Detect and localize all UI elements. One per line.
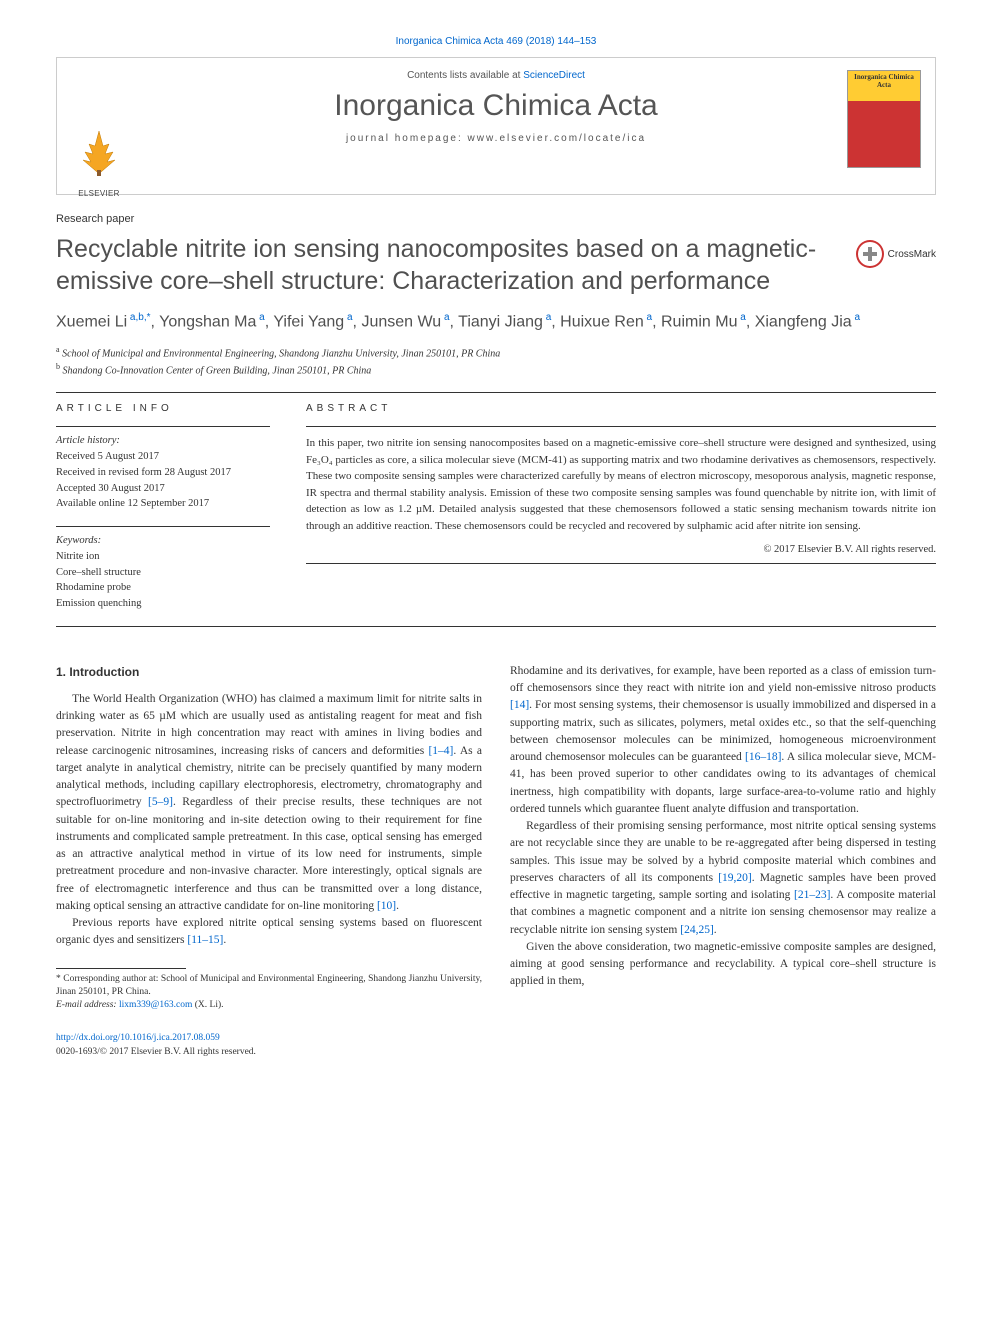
history-label: Article history: xyxy=(56,433,270,449)
article-history: Article history: Received 5 August 2017R… xyxy=(56,426,270,512)
contents-available-line: Contents lists available at ScienceDirec… xyxy=(75,70,917,81)
intro-p3: Rhodamine and its derivatives, for examp… xyxy=(510,663,936,818)
elsevier-label: ELSEVIER xyxy=(71,189,127,198)
journal-cover-title: Inorganica Chimica Acta xyxy=(848,71,920,101)
journal-cover-thumb: Inorganica Chimica Acta xyxy=(847,70,921,168)
elsevier-tree-icon xyxy=(71,120,127,182)
intro-p2: Previous reports have explored nitrite o… xyxy=(56,915,482,950)
keywords-label: Keywords: xyxy=(56,533,270,549)
sciencedirect-link[interactable]: ScienceDirect xyxy=(523,70,585,81)
email-label: E-mail address: xyxy=(56,1000,117,1010)
body-col-right: Rhodamine and its derivatives, for examp… xyxy=(510,663,936,1059)
abstract-text: In this paper, two nitrite ion sensing n… xyxy=(306,435,936,534)
article-info-column: ARTICLE INFO Article history: Received 5… xyxy=(56,403,270,612)
history-line: Available online 12 September 2017 xyxy=(56,496,270,512)
abstract-copyright: © 2017 Elsevier B.V. All rights reserved… xyxy=(306,544,936,555)
keyword: Rhodamine probe xyxy=(56,580,270,596)
issn-copyright: 0020-1693/© 2017 Elsevier B.V. All right… xyxy=(56,1047,256,1057)
page-root: Inorganica Chimica Acta 469 (2018) 144–1… xyxy=(0,0,992,1099)
article-title: Recyclable nitrite ion sensing nanocompo… xyxy=(56,233,842,297)
footnotes: * Corresponding author at: School of Mun… xyxy=(56,973,482,1013)
article-info-label: ARTICLE INFO xyxy=(56,403,270,414)
crossmark-badge[interactable]: CrossMark xyxy=(856,237,936,271)
authors-line: Xuemei Li a,b,*, Yongshan Ma a, Yifei Ya… xyxy=(56,311,936,334)
email-author-name: (X. Li). xyxy=(195,1000,224,1010)
doi-link[interactable]: http://dx.doi.org/10.1016/j.ica.2017.08.… xyxy=(56,1033,220,1043)
abstract-label: ABSTRACT xyxy=(306,403,936,414)
journal-banner: ELSEVIER Inorganica Chimica Acta Content… xyxy=(56,57,936,195)
keyword: Nitrite ion xyxy=(56,549,270,565)
crossmark-label: CrossMark xyxy=(888,249,936,260)
keyword: Core–shell structure xyxy=(56,565,270,581)
rule-bottom xyxy=(56,626,936,627)
journal-homepage: journal homepage: www.elsevier.com/locat… xyxy=(75,133,917,144)
contents-prefix: Contents lists available at xyxy=(407,70,523,81)
body-col-left: 1. Introduction The World Health Organiz… xyxy=(56,663,482,1059)
body-columns: 1. Introduction The World Health Organiz… xyxy=(56,663,936,1059)
elsevier-logo: ELSEVIER xyxy=(71,120,127,182)
keywords-block: Keywords: Nitrite ionCore–shell structur… xyxy=(56,526,270,612)
journal-name: Inorganica Chimica Acta xyxy=(75,89,917,123)
intro-p1: The World Health Organization (WHO) has … xyxy=(56,691,482,915)
history-line: Received in revised form 28 August 2017 xyxy=(56,465,270,481)
corresponding-author-note: * Corresponding author at: School of Mun… xyxy=(56,973,482,1000)
email-link[interactable]: lixm339@163.com xyxy=(119,1000,192,1010)
keyword: Emission quenching xyxy=(56,596,270,612)
section-heading-intro: 1. Introduction xyxy=(56,663,482,681)
crossmark-icon xyxy=(856,240,884,268)
article-type: Research paper xyxy=(56,213,936,225)
history-line: Received 5 August 2017 xyxy=(56,449,270,465)
intro-p4: Regardless of their promising sensing pe… xyxy=(510,818,936,939)
footnote-separator xyxy=(56,968,186,969)
affiliations: a School of Municipal and Environmental … xyxy=(56,344,936,379)
doi-block: http://dx.doi.org/10.1016/j.ica.2017.08.… xyxy=(56,1031,482,1060)
intro-p5: Given the above consideration, two magne… xyxy=(510,939,936,991)
citation-line: Inorganica Chimica Acta 469 (2018) 144–1… xyxy=(56,36,936,47)
rule-top xyxy=(56,392,936,393)
history-line: Accepted 30 August 2017 xyxy=(56,481,270,497)
abstract-column: ABSTRACT In this paper, two nitrite ion … xyxy=(306,403,936,612)
